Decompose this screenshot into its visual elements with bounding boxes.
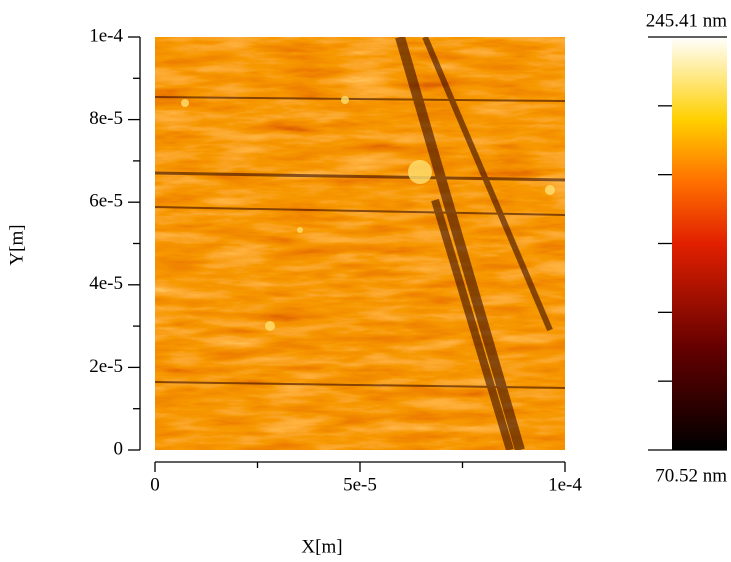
colorbar-max-label: 245.41 nm	[646, 10, 728, 31]
y-tick-label: 2e-5	[89, 356, 123, 377]
y-tick-label: 1e-4	[89, 25, 123, 46]
x-tick-label: 0	[150, 474, 160, 495]
colorbar	[672, 37, 727, 450]
y-tick-label: 8e-5	[89, 108, 123, 129]
y-tick-label: 0	[114, 438, 124, 459]
x-tick-label: 5e-5	[343, 474, 377, 495]
colorbar-min-label: 70.52 nm	[655, 465, 727, 486]
x-axis-label: X[m]	[301, 536, 342, 557]
y-axis-label: Y[m]	[6, 224, 27, 265]
y-tick-label: 6e-5	[89, 191, 123, 212]
x-tick-label: 1e-4	[548, 474, 582, 495]
y-tick-label: 4e-5	[89, 273, 123, 294]
afm-image	[155, 37, 565, 450]
